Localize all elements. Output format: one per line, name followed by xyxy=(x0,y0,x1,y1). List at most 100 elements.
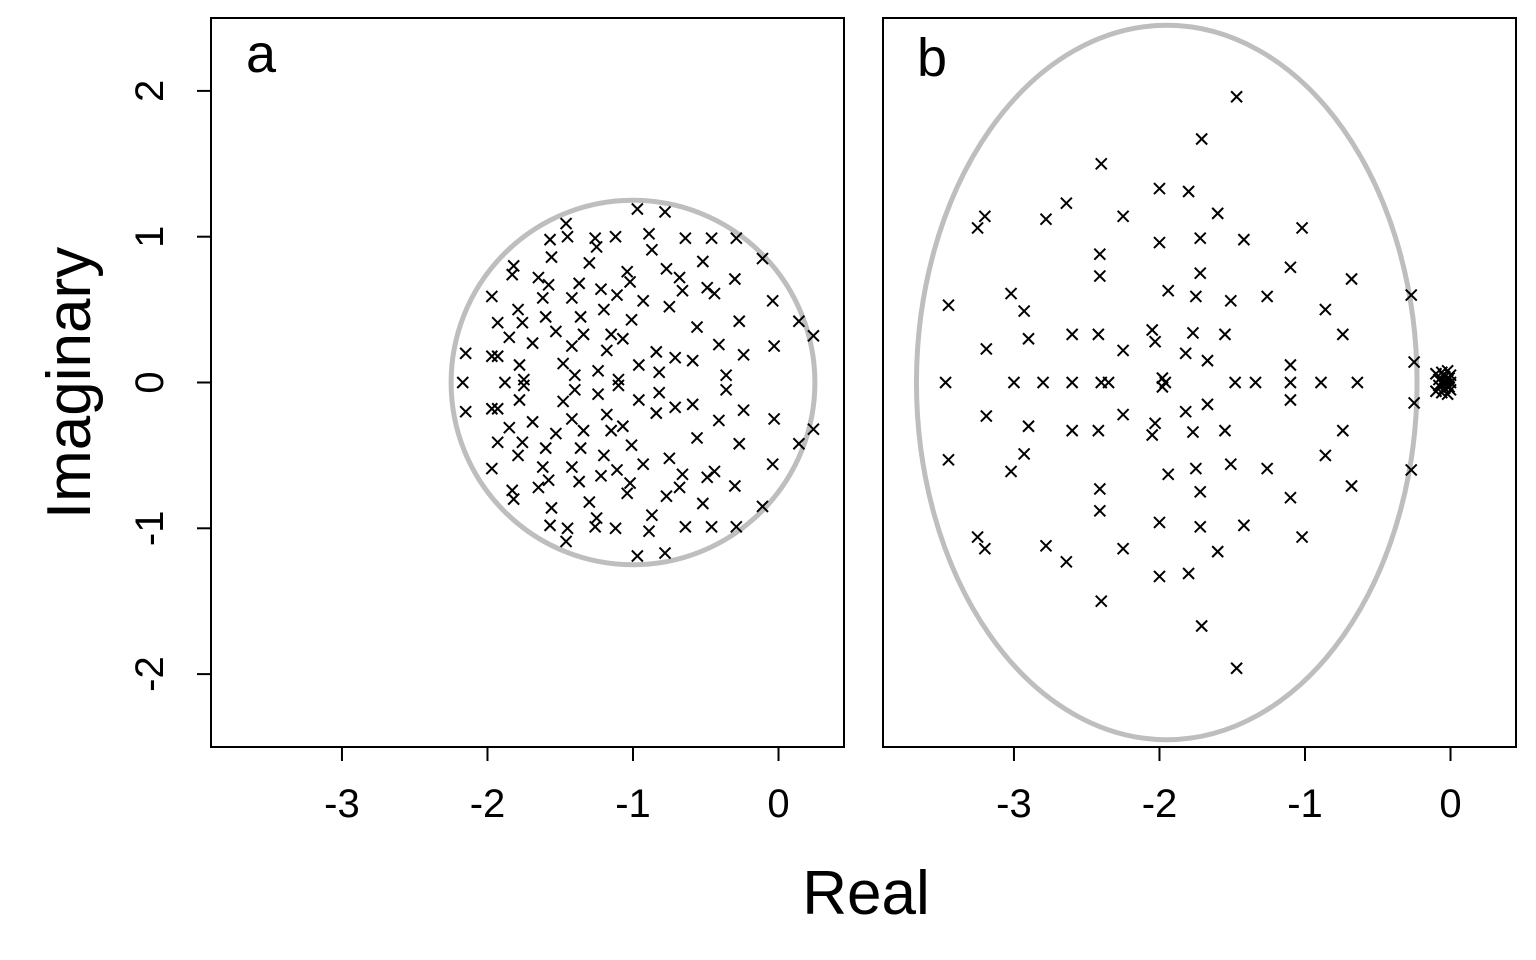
panel-a-point xyxy=(645,243,659,257)
panel-b-point xyxy=(1295,530,1309,544)
panel-a-point xyxy=(673,481,686,494)
panel-a-point xyxy=(498,376,512,389)
panel-a-y-tick-label: -1 xyxy=(128,511,172,547)
panel-a-y-tick-label: 0 xyxy=(128,371,172,393)
panel-a-point xyxy=(668,401,682,414)
panel-a-point xyxy=(610,288,624,302)
panel-a-y-tick-label: 2 xyxy=(128,80,172,102)
panel-a-point xyxy=(594,469,608,483)
panel-b-point xyxy=(1345,479,1358,493)
panel-a-point xyxy=(485,290,499,303)
panel-b-point xyxy=(1224,294,1237,308)
panel-b-point xyxy=(1189,462,1203,475)
panel-a-point xyxy=(612,373,625,386)
panel-b-boundary-ellipse xyxy=(913,22,1420,743)
panel-a-point xyxy=(513,393,526,407)
panel-a-point xyxy=(616,332,630,345)
panel-a-point xyxy=(532,481,545,494)
panel-a-point xyxy=(632,358,646,372)
panel-a-point xyxy=(532,271,545,284)
panel-a-x-tick-label: -2 xyxy=(470,782,506,826)
panel-a-point xyxy=(636,457,650,471)
panel-a-point xyxy=(591,387,605,401)
panel-a-point xyxy=(572,277,586,290)
panel-a-point xyxy=(642,525,656,538)
panel-b-point xyxy=(1095,157,1108,171)
panel-b-point xyxy=(971,221,984,235)
panel-a-point xyxy=(767,339,781,353)
panel-b-point xyxy=(1186,425,1200,439)
panel-a-point xyxy=(577,424,590,437)
panel-a-point xyxy=(600,344,614,357)
panel-b-point xyxy=(1295,221,1309,235)
panel-b-point xyxy=(1228,376,1242,389)
panel-b-frame xyxy=(882,17,1517,748)
panel-a-point xyxy=(572,475,586,488)
panel-a-point xyxy=(517,379,531,392)
panel-a-point xyxy=(516,436,529,449)
panel-a-point xyxy=(705,520,718,534)
panel-a-label: a xyxy=(246,24,277,84)
panel-a-point xyxy=(686,398,699,411)
panel-b-point xyxy=(1093,482,1107,496)
panel-a-point xyxy=(756,252,769,265)
panel-a-point xyxy=(506,268,519,281)
panel-b-point xyxy=(1211,545,1224,558)
panel-a-point xyxy=(645,508,659,522)
panel-b-point xyxy=(1194,266,1207,280)
panel-a-point xyxy=(719,383,733,396)
panel-a: a -3 -2 -1 0 -2 -1 0 1 2 xyxy=(128,17,845,826)
panel-a-point xyxy=(658,205,672,219)
panel-a-point xyxy=(807,329,820,343)
panel-b-point xyxy=(1060,555,1073,569)
panel-b-point xyxy=(939,376,952,389)
panel-a-point xyxy=(686,354,699,367)
panel-a-point xyxy=(730,520,743,534)
panel-b-point xyxy=(1116,344,1130,357)
panel-a-point xyxy=(604,424,618,437)
panel-b-point xyxy=(1442,371,1456,385)
panel-a-point xyxy=(690,431,704,445)
panel-b-point xyxy=(980,342,993,356)
panel-a-point xyxy=(503,421,516,434)
panel-a-point xyxy=(583,256,596,270)
panel-a-point xyxy=(561,522,574,535)
panel-b-point xyxy=(1336,328,1350,341)
panel-a-point xyxy=(491,436,504,449)
panel-b-x-tick-label: -3 xyxy=(996,782,1032,826)
panel-b-point xyxy=(1224,457,1237,471)
panel-a-point xyxy=(712,414,726,427)
panel-b-point xyxy=(1162,284,1175,297)
panel-a-point xyxy=(503,331,516,344)
panel-b-point xyxy=(1116,542,1130,555)
panel-a-point xyxy=(730,231,743,245)
panel-a-x-tick-label: -3 xyxy=(324,782,360,826)
panel-b-point xyxy=(1092,424,1105,437)
panel-b-point xyxy=(1407,355,1421,369)
panel-a-point xyxy=(652,386,666,399)
panel-a-point xyxy=(650,406,663,420)
panel-a-point xyxy=(708,465,721,478)
panel-b-point xyxy=(1182,567,1195,580)
panel-a-point xyxy=(545,501,558,515)
panel-a-point xyxy=(658,546,672,560)
panel-b-point xyxy=(1116,210,1130,223)
panel-b-point xyxy=(1211,207,1224,220)
panel-b-point xyxy=(1218,328,1232,341)
panel-b-point xyxy=(1237,519,1251,532)
panel-a-point xyxy=(513,358,526,372)
panel-b-point xyxy=(1159,376,1172,389)
panel-a-point xyxy=(597,449,611,462)
panel-a-point xyxy=(574,441,587,455)
panel-b-x-tick-label: 0 xyxy=(1439,782,1461,826)
panel-a-point xyxy=(650,345,663,359)
panel-a-boundary-circle xyxy=(448,197,818,568)
panel-a-point xyxy=(543,233,557,246)
panel-b: b -3 -2 -1 0 xyxy=(882,17,1517,826)
panel-b-point xyxy=(1179,405,1192,418)
panel-b-point xyxy=(1201,354,1214,367)
panel-b-point xyxy=(1230,662,1243,675)
panel-a-point xyxy=(676,468,689,481)
panel-a-point xyxy=(623,275,637,289)
panel-a-point xyxy=(491,402,504,415)
